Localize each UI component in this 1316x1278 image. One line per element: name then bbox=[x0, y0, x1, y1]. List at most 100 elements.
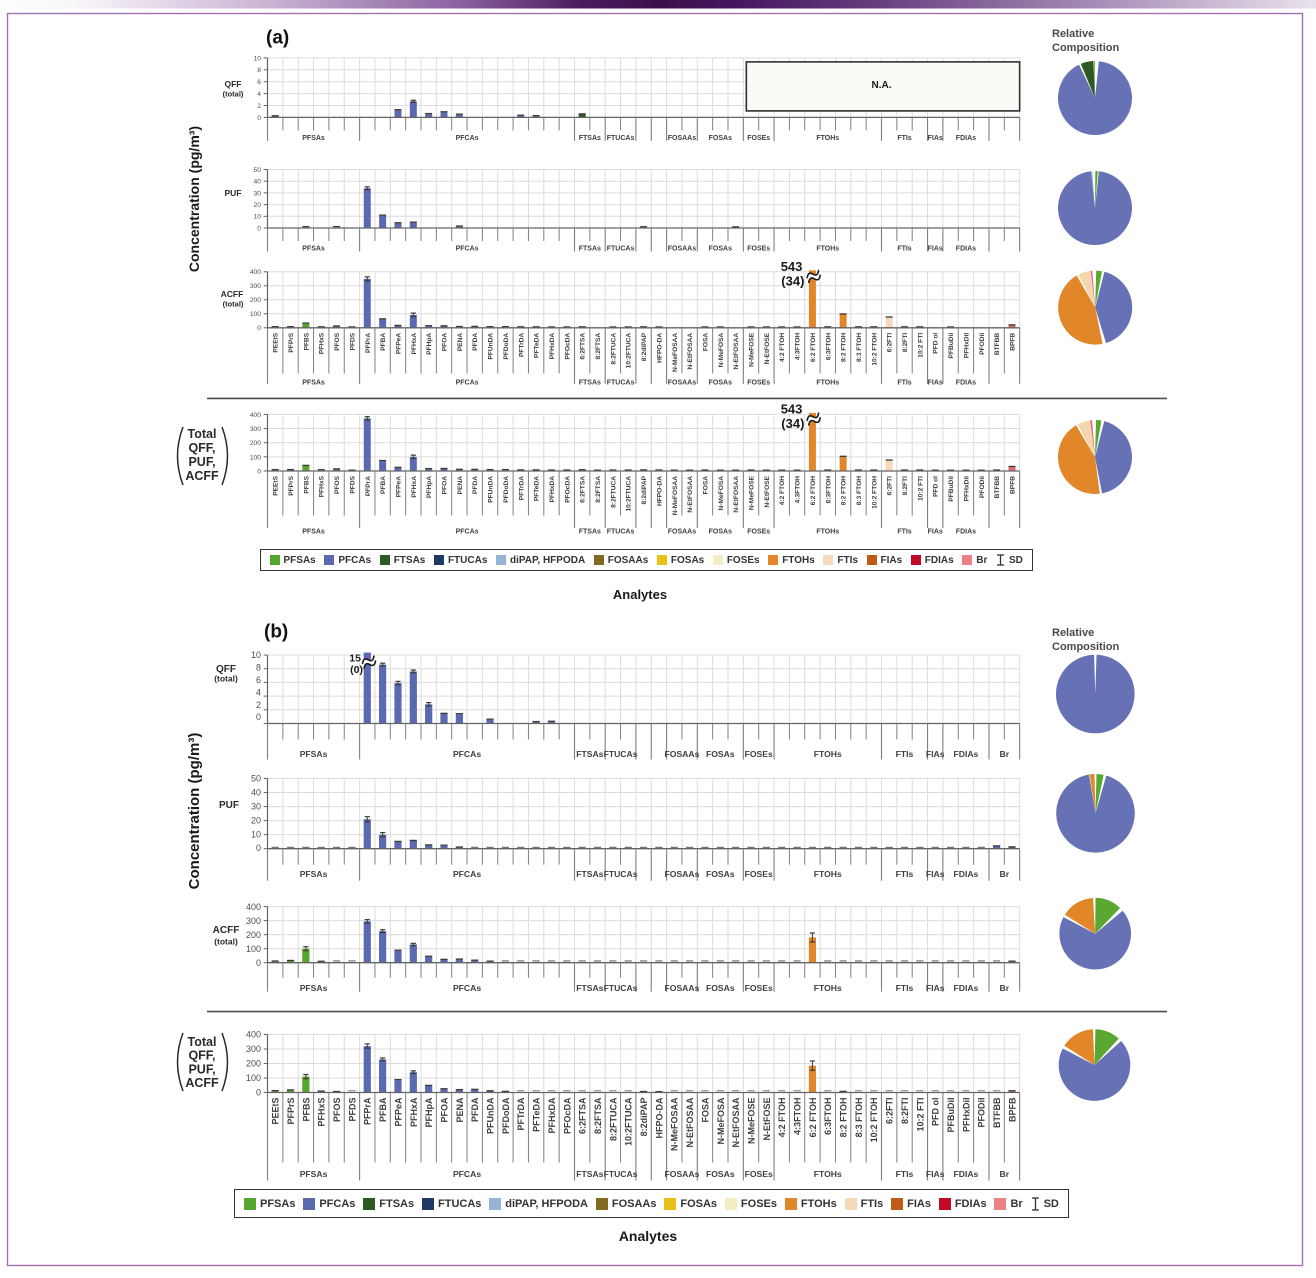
svg-text:10: 10 bbox=[254, 55, 262, 62]
svg-text:PFSAs: PFSAs bbox=[302, 135, 325, 142]
svg-text:PFHxA: PFHxA bbox=[409, 1097, 419, 1127]
svg-text:PFDA: PFDA bbox=[472, 333, 479, 351]
svg-text:2: 2 bbox=[256, 700, 261, 710]
svg-text:PFSAs: PFSAs bbox=[300, 749, 328, 759]
svg-text:543: 543 bbox=[781, 259, 803, 274]
svg-text:N-EtFOSAA: N-EtFOSAA bbox=[733, 333, 740, 370]
svg-text:BPFB: BPFB bbox=[1007, 1097, 1017, 1122]
svg-text:Total: Total bbox=[188, 427, 217, 441]
svg-text:FTOHs: FTOHs bbox=[814, 983, 842, 993]
svg-text:PENA: PENA bbox=[455, 1097, 465, 1123]
svg-text:6:2 FTOH: 6:2 FTOH bbox=[810, 476, 817, 505]
svg-text:PFBA: PFBA bbox=[380, 476, 387, 494]
svg-text:FTSAs: FTSAs bbox=[579, 246, 601, 253]
svg-text:PFSAs: PFSAs bbox=[302, 529, 325, 536]
svg-text:15: 15 bbox=[349, 653, 361, 665]
svg-text:4:2 FTOH: 4:2 FTOH bbox=[777, 1098, 787, 1138]
svg-text:FOSAs: FOSAs bbox=[709, 380, 732, 387]
svg-text:PFPrA: PFPrA bbox=[363, 1097, 373, 1125]
svg-text:QFF,: QFF, bbox=[188, 441, 215, 455]
svg-text:FTSAs: FTSAs bbox=[576, 983, 603, 993]
svg-text:FTUCAs: FTUCAs bbox=[604, 869, 638, 879]
svg-text:N-EtFOSE: N-EtFOSE bbox=[764, 332, 771, 364]
svg-text:8: 8 bbox=[256, 663, 261, 673]
svg-text:PFHpA: PFHpA bbox=[426, 476, 433, 498]
svg-text:PFCAs: PFCAs bbox=[453, 749, 481, 759]
svg-text:PFOcDA: PFOcDA bbox=[564, 333, 571, 360]
svg-text:FOSA: FOSA bbox=[702, 476, 709, 495]
svg-text:PFBuDiI: PFBuDiI bbox=[948, 333, 955, 359]
svg-text:40: 40 bbox=[254, 179, 262, 186]
svg-text:PEEtS: PEEtS bbox=[273, 475, 280, 495]
svg-text:300: 300 bbox=[250, 283, 261, 290]
svg-text:FTUCAs: FTUCAs bbox=[604, 983, 638, 993]
svg-text:FOSEs: FOSEs bbox=[747, 135, 770, 142]
svg-text:FOSAAs: FOSAAs bbox=[668, 246, 697, 253]
svg-text:FOSAs: FOSAs bbox=[706, 869, 735, 879]
svg-text:8:2FTUCA: 8:2FTUCA bbox=[608, 1097, 618, 1141]
svg-text:FIAs: FIAs bbox=[926, 749, 945, 759]
svg-text:PFTeDA: PFTeDA bbox=[534, 476, 541, 501]
svg-text:FOSEs: FOSEs bbox=[745, 983, 773, 993]
svg-text:PFCAs: PFCAs bbox=[453, 983, 481, 993]
svg-text:FOSAAs: FOSAAs bbox=[665, 1169, 700, 1179]
svg-text:200: 200 bbox=[250, 297, 261, 304]
svg-text:10: 10 bbox=[251, 650, 261, 660]
svg-text:0: 0 bbox=[257, 468, 261, 475]
svg-text:FOSAs: FOSAs bbox=[709, 246, 732, 253]
svg-text:FOSAs: FOSAs bbox=[706, 1169, 735, 1179]
svg-text:(total): (total) bbox=[223, 90, 244, 99]
svg-text:FIAs: FIAs bbox=[928, 246, 943, 253]
svg-text:PFHpA: PFHpA bbox=[426, 333, 433, 355]
svg-text:PFPrA: PFPrA bbox=[365, 476, 372, 496]
svg-text:PFCAs: PFCAs bbox=[456, 135, 479, 142]
svg-text:FTIs: FTIs bbox=[896, 1169, 914, 1179]
svg-text:PFDS: PFDS bbox=[349, 332, 356, 350]
svg-text:0: 0 bbox=[257, 115, 261, 122]
svg-text:FTIs: FTIs bbox=[897, 529, 911, 536]
svg-text:10:2 FTOH: 10:2 FTOH bbox=[869, 1098, 879, 1143]
svg-text:50: 50 bbox=[254, 167, 262, 174]
svg-text:10:2 FTI: 10:2 FTI bbox=[917, 333, 924, 358]
svg-text:FTSAs: FTSAs bbox=[576, 869, 603, 879]
svg-text:10:2 FTI: 10:2 FTI bbox=[915, 1098, 925, 1132]
svg-text:8:3 FTOH: 8:3 FTOH bbox=[856, 333, 863, 362]
svg-text:10:2 FTOH: 10:2 FTOH bbox=[871, 476, 878, 509]
svg-text:0: 0 bbox=[256, 958, 261, 968]
svg-text:PFBS: PFBS bbox=[303, 475, 310, 493]
svg-text:PFHxDA: PFHxDA bbox=[547, 1097, 557, 1134]
svg-text:FDIAs: FDIAs bbox=[953, 1169, 978, 1179]
svg-text:Concentration (pg/m³): Concentration (pg/m³) bbox=[186, 126, 202, 272]
svg-text:PFOcDA: PFOcDA bbox=[564, 476, 571, 503]
svg-text:FTUCAs: FTUCAs bbox=[604, 749, 638, 759]
svg-text:300: 300 bbox=[246, 916, 261, 926]
svg-text:PFPeA: PFPeA bbox=[395, 333, 402, 354]
svg-text:N-EtFOSAA: N-EtFOSAA bbox=[687, 476, 694, 513]
svg-text:N-MeFOSA: N-MeFOSA bbox=[718, 476, 725, 511]
svg-text:QFF: QFF bbox=[225, 79, 242, 89]
svg-text:FTOHs: FTOHs bbox=[816, 135, 839, 142]
svg-text:PENA: PENA bbox=[457, 476, 464, 495]
svg-text:FDIAs: FDIAs bbox=[956, 529, 976, 536]
svg-text:ACFF: ACFF bbox=[221, 289, 244, 299]
svg-text:FTUCAs: FTUCAs bbox=[607, 380, 635, 387]
svg-text:PFTeDA: PFTeDA bbox=[534, 333, 541, 358]
svg-text:PFDS: PFDS bbox=[347, 1098, 357, 1122]
svg-text:PFUnDA: PFUnDA bbox=[486, 1097, 496, 1134]
svg-text:FOSAs: FOSAs bbox=[706, 983, 735, 993]
svg-text:PFOA: PFOA bbox=[442, 476, 449, 495]
svg-text:Total: Total bbox=[188, 1035, 217, 1049]
svg-text:QFF,: QFF, bbox=[188, 1049, 215, 1063]
svg-text:200: 200 bbox=[246, 1059, 261, 1069]
svg-text:Relative: Relative bbox=[1052, 28, 1094, 40]
svg-text:(34): (34) bbox=[781, 416, 804, 431]
svg-text:8:2 FTOH: 8:2 FTOH bbox=[841, 333, 848, 362]
svg-text:(0): (0) bbox=[350, 664, 363, 676]
svg-text:543: 543 bbox=[781, 401, 803, 416]
svg-text:PFHxA: PFHxA bbox=[411, 476, 418, 498]
svg-text:PFHxS: PFHxS bbox=[317, 1098, 327, 1127]
svg-text:PFCAs: PFCAs bbox=[456, 529, 479, 536]
svg-text:FIAs: FIAs bbox=[926, 1169, 945, 1179]
svg-text:PFPrS: PFPrS bbox=[288, 332, 295, 352]
svg-text:N-MeFOSA: N-MeFOSA bbox=[716, 1097, 726, 1145]
